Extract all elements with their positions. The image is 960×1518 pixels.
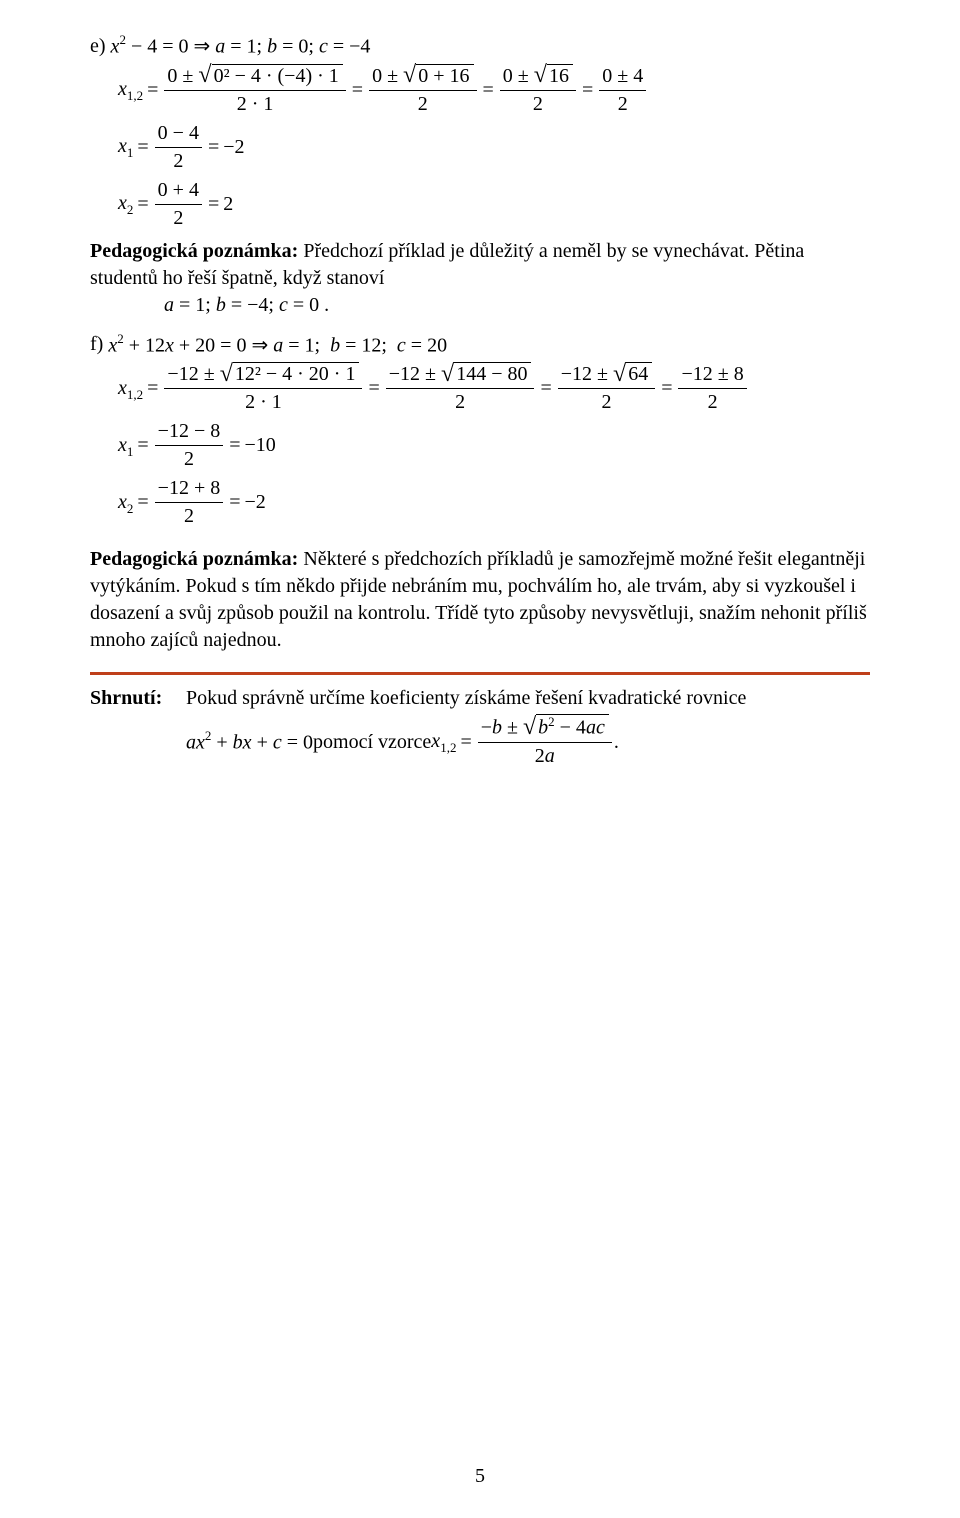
summary: Shrnutí: Pokud správně určíme koeficient… [90,685,870,772]
summary-text-pre: Pokud správně určíme koeficienty získáme… [186,687,746,709]
summary-eq1: ax2 + bx + c = 0 [186,728,313,757]
summary-label: Shrnutí: [90,685,186,712]
divider [90,672,870,675]
e-step-2: 0 ± √0 + 16 2 [369,63,476,118]
section-f-x12: x1,2 = −12 ± √12² − 4 · 20 · 1 2 · 1 = −… [118,361,870,416]
section-f-statement: f) x2 + 12x + 20 = 0 ⇒ a = 1; b = 12; c … [90,331,870,360]
note1-label: Pedagogická poznámka: [90,240,298,262]
e-step-4: 0 ± 4 2 [599,63,646,118]
f-step-3: −12 ± √64 2 [558,361,655,416]
summary-mid: pomocí vzorce [313,729,431,756]
note1-post: . [324,294,329,316]
section-e-x2: x2 = 0 + 42 = 2 [118,177,870,232]
section-e-statement: e) x2 − 4 = 0 ⇒ a = 1; b = 0; c = −4 [90,32,870,61]
section-f-x1: x1 = −12 − 82 = −10 [118,418,870,473]
page-number: 5 [0,1463,960,1490]
section-e-label: e) [90,33,106,60]
section-e-x1: x1 = 0 − 42 = −2 [118,120,870,175]
section-f-eq: x2 + 12x + 20 = 0 ⇒ a = 1; b = 12; c = 2… [108,331,447,360]
summary-post: . [614,729,619,756]
section-e-x12: x1,2 = 0 ± √0² − 4 · (−4) · 1 2 · 1 = 0 … [118,63,870,118]
note2-label: Pedagogická poznámka: [90,548,298,570]
section-f-x2: x2 = −12 + 82 = −2 [118,475,870,530]
f-step-2: −12 ± √144 − 80 2 [386,361,535,416]
e-step-1: 0 ± √0² − 4 · (−4) · 1 2 · 1 [164,63,345,118]
e-step-3: 0 ± √16 2 [500,63,576,118]
summary-eq2-frac: −b ± √b2 − 4ac 2a [478,714,612,770]
note1-formula: a = 1; b = −4; c = 0 [164,294,324,316]
section-e-eq: x2 − 4 = 0 ⇒ a = 1; b = 0; c = −4 [111,32,371,61]
f-step-4: −12 ± 8 2 [678,361,746,416]
pedagogical-note-1: Pedagogická poznámka: Předchozí příklad … [90,238,870,319]
f-step-1: −12 ± √12² − 4 · 20 · 1 2 · 1 [164,361,362,416]
section-f-label: f) [90,331,103,358]
pedagogical-note-2: Pedagogická poznámka: Některé s předchoz… [90,546,870,654]
